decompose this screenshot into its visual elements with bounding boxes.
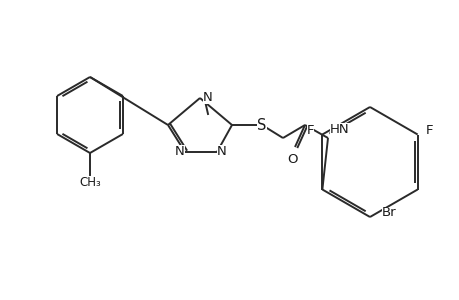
Text: N: N xyxy=(175,145,185,158)
Text: N: N xyxy=(202,91,212,103)
Text: F: F xyxy=(425,124,432,137)
Text: F: F xyxy=(306,124,313,137)
Text: S: S xyxy=(257,118,266,133)
Text: O: O xyxy=(287,153,297,166)
Text: CH₃: CH₃ xyxy=(79,176,101,188)
Text: Br: Br xyxy=(381,206,396,220)
Text: N: N xyxy=(217,145,226,158)
Text: HN: HN xyxy=(329,123,349,136)
